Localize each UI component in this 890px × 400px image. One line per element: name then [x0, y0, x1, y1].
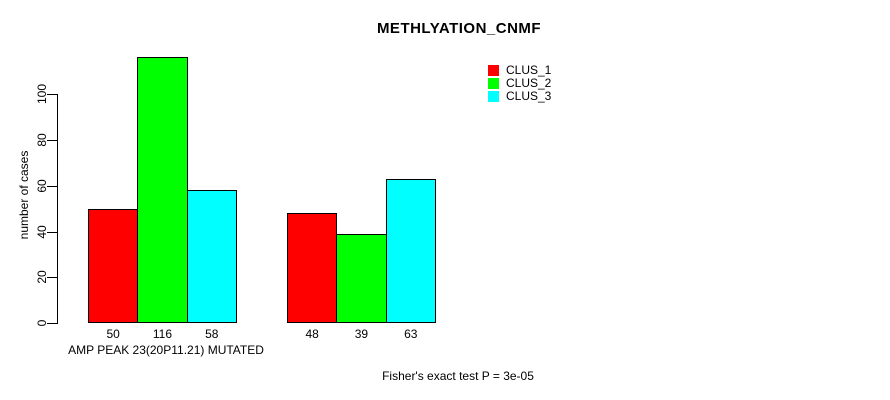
y-tick-label: 80 [35, 133, 49, 147]
bar-clus_3-group1 [186, 190, 237, 324]
legend-swatch-clus_1 [488, 64, 499, 76]
legend-item-clus_2: CLUS_2 [488, 77, 551, 89]
legend-item-clus_3: CLUS_3 [488, 90, 551, 102]
y-axis-tick [47, 94, 57, 96]
bar-clus_2-group2 [336, 233, 387, 324]
legend-item-clus_1: CLUS_1 [488, 64, 551, 76]
y-axis-tick [47, 277, 57, 279]
y-axis-label: number of cases [17, 150, 31, 240]
bar-value-label: 48 [305, 327, 319, 342]
bar-value-label: 50 [106, 327, 120, 342]
legend-label: CLUS_2 [506, 76, 552, 91]
y-axis-tick [47, 185, 57, 187]
legend-label: CLUS_1 [506, 63, 552, 77]
bar-value-label: 39 [354, 327, 369, 342]
y-tick-label: 100 [35, 84, 49, 105]
bar-value-label: 63 [404, 327, 418, 342]
legend-swatch-clus_2 [488, 77, 499, 89]
y-tick-label: 60 [35, 179, 49, 193]
legend-label: CLUS_3 [506, 89, 552, 104]
bar-value-label: 58 [205, 327, 219, 342]
chart-title: METHLYATION_CNMF [376, 20, 542, 37]
legend-swatch-clus_3 [488, 90, 499, 102]
stat-annotation: Fisher's exact test P = 3e-05 [382, 369, 534, 383]
y-tick-label: 40 [35, 224, 49, 239]
x-axis-label: AMP PEAK 23(20P11.21) MUTATED [68, 343, 264, 357]
y-axis-tick [47, 139, 57, 141]
y-tick-label: 20 [35, 270, 49, 285]
bar-clus_1-group1 [88, 208, 139, 324]
y-tick-label: 0 [35, 319, 49, 327]
bar-clus_2-group1 [137, 57, 188, 324]
y-axis-tick [47, 231, 57, 233]
bar-clus_1-group2 [287, 213, 338, 324]
y-axis-line [57, 94, 58, 325]
y-axis-tick [47, 323, 57, 325]
bar-clus_3-group2 [385, 178, 436, 324]
bar-value-label: 116 [152, 327, 173, 342]
